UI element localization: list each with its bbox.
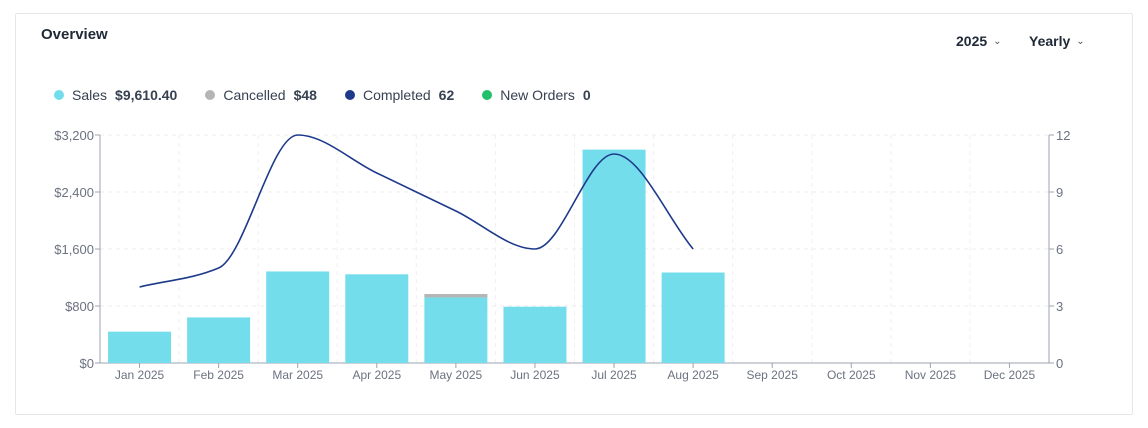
period-dropdown[interactable]: Yearly ⌄ bbox=[1029, 33, 1085, 49]
legend-item-completed[interactable]: Completed 62 bbox=[344, 87, 455, 103]
legend-item-sales[interactable]: Sales $9,610.40 bbox=[54, 87, 177, 103]
legend-item-new-orders[interactable]: New Orders 0 bbox=[482, 87, 591, 103]
chevron-down-icon: ⌄ bbox=[1076, 35, 1085, 47]
chevron-down-icon: ⌄ bbox=[993, 35, 1002, 47]
legend-value: 62 bbox=[438, 87, 455, 103]
legend-value: $48 bbox=[293, 87, 317, 103]
chart-legend: Sales $9,610.40 Cancelled $48 Completed … bbox=[54, 87, 619, 103]
legend-label: Sales bbox=[72, 87, 108, 103]
legend-dot bbox=[54, 90, 64, 100]
legend-label: New Orders bbox=[500, 87, 575, 103]
legend-value: $9,610.40 bbox=[115, 87, 178, 103]
legend-label: Completed bbox=[362, 87, 431, 103]
year-dropdown[interactable]: 2025 ⌄ bbox=[956, 33, 1002, 49]
legend-item-cancelled[interactable]: Cancelled $48 bbox=[205, 87, 317, 103]
overview-card bbox=[15, 13, 1133, 415]
legend-dot bbox=[344, 90, 355, 100]
period-dropdown-label: Yearly bbox=[1029, 33, 1071, 49]
legend-label: Cancelled bbox=[223, 87, 286, 103]
year-dropdown-label: 2025 bbox=[956, 33, 988, 49]
legend-dot bbox=[482, 90, 493, 100]
legend-dot bbox=[205, 90, 216, 100]
card-title: Overview bbox=[41, 26, 108, 43]
legend-value: 0 bbox=[582, 87, 591, 103]
